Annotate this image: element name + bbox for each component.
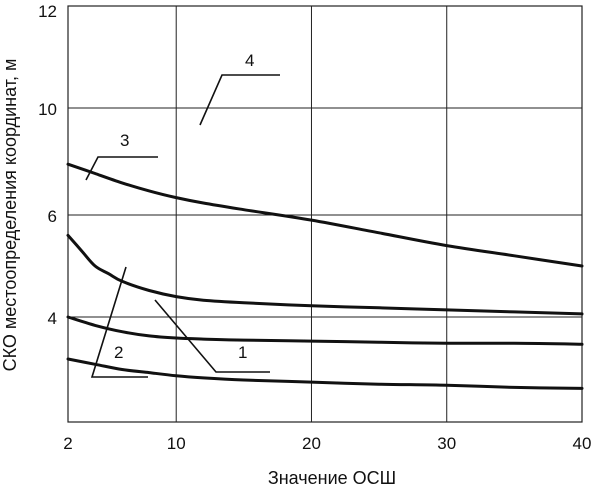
x-tick-label: 40 xyxy=(573,434,592,453)
leader-lines xyxy=(85,74,280,378)
curve-2 xyxy=(66,315,584,346)
grid xyxy=(68,6,582,422)
leader-line-3 xyxy=(85,156,158,181)
y-tick-label: 12 xyxy=(38,2,57,21)
x-tick-label: 2 xyxy=(63,434,72,453)
y-tick-label: 10 xyxy=(38,100,57,119)
y-tick-label: 4 xyxy=(48,309,57,328)
curve-label-4: 4 xyxy=(245,51,254,70)
x-tick-label: 10 xyxy=(167,434,186,453)
leader-line-4 xyxy=(199,74,280,126)
curve-1 xyxy=(66,357,584,390)
curve-4 xyxy=(66,162,584,268)
plot-frame xyxy=(67,5,583,423)
curve-label-2: 2 xyxy=(114,343,123,362)
x-tick-label: 30 xyxy=(437,434,456,453)
leader-line-1 xyxy=(154,299,270,373)
curve-label-3: 3 xyxy=(120,131,129,150)
x-tick-label: 20 xyxy=(302,434,321,453)
x-axis-title: Значение ОСШ xyxy=(268,468,396,488)
y-tick-label: 6 xyxy=(48,207,57,226)
curve-label-1: 1 xyxy=(238,343,247,362)
curve-3 xyxy=(66,233,584,316)
y-axis-title: СКО местоопределения координат, м xyxy=(0,59,20,372)
leader-line-2 xyxy=(90,266,148,378)
curve-labels: 1 2 3 4 xyxy=(114,51,254,362)
curves xyxy=(66,162,584,390)
